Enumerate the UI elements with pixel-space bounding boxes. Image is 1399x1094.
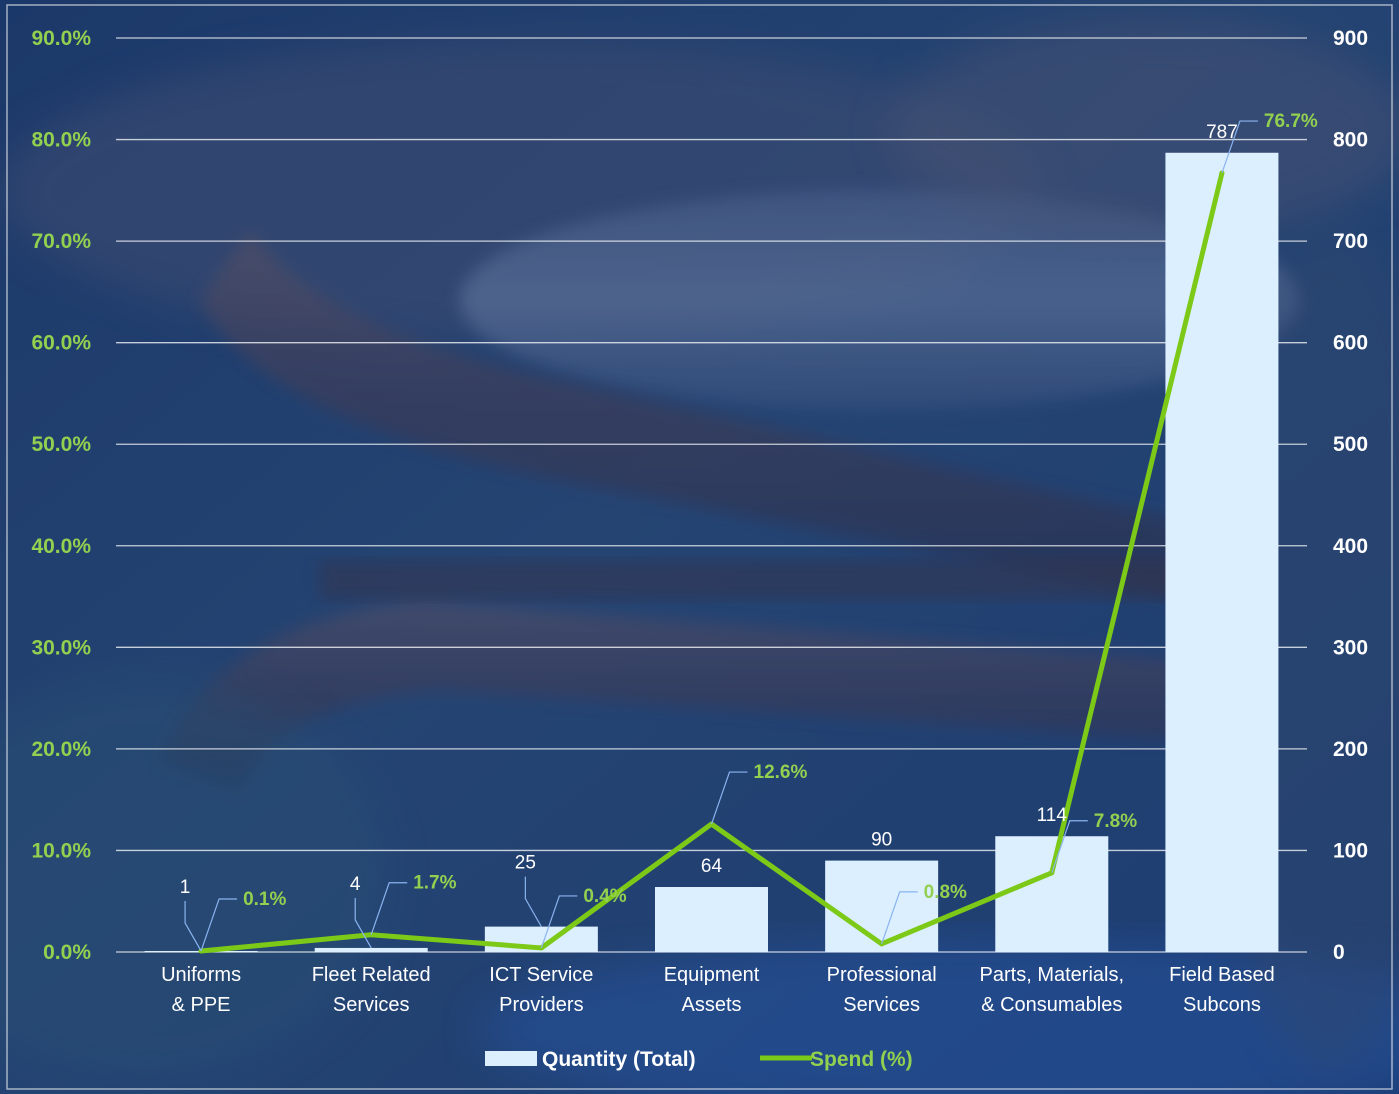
bar: [825, 860, 939, 952]
category-label: Providers: [499, 994, 583, 1016]
left-tick-label: 60.0%: [31, 332, 91, 355]
category-label: Subcons: [1183, 994, 1261, 1016]
legend-label-quantity: Quantity (Total): [542, 1048, 696, 1071]
spend-value-label: 12.6%: [754, 762, 808, 783]
bar-series-quantity: [144, 152, 1279, 952]
right-tick-label: 800: [1333, 129, 1368, 152]
right-tick-label: 300: [1333, 636, 1368, 659]
bar-label-leader: [354, 897, 372, 949]
category-label: Field Based: [1169, 964, 1275, 986]
category-label: Equipment: [664, 964, 760, 986]
category-label: Professional: [827, 964, 937, 986]
left-tick-label: 80.0%: [31, 129, 91, 152]
spend-value-label: 0.4%: [583, 886, 626, 907]
category-label: ICT Service: [489, 964, 593, 986]
bar: [1165, 152, 1279, 952]
line-series-spend: [198, 170, 1225, 954]
right-tick-label: 700: [1333, 230, 1368, 253]
spend-line: [198, 170, 1225, 954]
left-tick-label: 0.0%: [43, 941, 91, 964]
line-label-leader: [1221, 120, 1258, 174]
bar-value-label: 4: [350, 874, 361, 895]
category-label: & PPE: [172, 994, 231, 1016]
bar-value-label: 787: [1206, 122, 1238, 143]
bar-value-label: 64: [701, 856, 723, 877]
right-tick-label: 400: [1333, 535, 1368, 558]
category-axis: Uniforms & PPE Fleet Related Services ICT Se…: [161, 964, 1275, 1016]
bar-value-label: 114: [1037, 805, 1068, 826]
right-tick-label: 0: [1333, 941, 1345, 964]
left-tick-label: 70.0%: [31, 230, 91, 253]
spend-value-label: 0.8%: [924, 882, 967, 903]
legend: Quantity (Total) Spend (%): [485, 1048, 913, 1071]
right-tick-label: 200: [1333, 738, 1368, 761]
legend-label-spend: Spend (%): [810, 1048, 913, 1071]
right-axis: 0 100 200 300 400 500 600 700 800 900: [1333, 27, 1368, 964]
spend-value-label: 7.8%: [1094, 811, 1137, 832]
left-tick-label: 90.0%: [31, 27, 91, 50]
chart-frame: [6, 4, 1393, 1090]
left-tick-label: 10.0%: [31, 839, 91, 862]
line-label-leader: [540, 895, 578, 949]
left-tick-label: 20.0%: [31, 738, 91, 761]
category-label: Services: [333, 994, 410, 1016]
bar-label-leader: [524, 876, 542, 927]
bar: [655, 887, 768, 952]
right-tick-label: 600: [1333, 332, 1368, 355]
category-label: Assets: [681, 994, 741, 1016]
bar-value-label: 90: [871, 830, 892, 851]
spend-value-label: 1.7%: [413, 873, 456, 894]
right-tick-label: 100: [1333, 839, 1368, 862]
bar-data-labels: 1 4 25 64 90 114 787: [180, 122, 1238, 952]
bar: [995, 836, 1109, 952]
left-tick-label: 50.0%: [31, 433, 91, 456]
bar-label-leader: [184, 900, 202, 952]
category-label: Services: [843, 994, 920, 1016]
category-label: Uniforms: [161, 964, 241, 986]
spend-value-label: 76.7%: [1264, 111, 1318, 132]
bar-value-label: 1: [180, 877, 191, 898]
line-label-leader: [1051, 820, 1088, 873]
line-label-leader: [370, 882, 408, 935]
bar: [314, 947, 428, 952]
line-data-labels: 0.1% 1.7% 0.4% 12.6% 0.8% 7.8% 76.7%: [200, 111, 1318, 952]
left-axis: 0.0% 10.0% 20.0% 30.0% 40.0% 50.0% 60.0% 70.0% 8…: [31, 27, 91, 964]
right-tick-label: 500: [1333, 433, 1368, 456]
left-tick-label: 40.0%: [31, 535, 91, 558]
spend-value-label: 0.1%: [243, 889, 286, 910]
line-label-leader: [881, 891, 918, 945]
left-tick-label: 30.0%: [31, 636, 91, 659]
bar-value-label: 25: [515, 853, 536, 874]
gridlines: [116, 37, 1307, 953]
right-tick-label: 900: [1333, 27, 1368, 50]
line-label-leader: [710, 771, 748, 825]
legend-swatch-bar: [485, 1051, 537, 1066]
category-label: & Consumables: [981, 994, 1122, 1016]
line-label-leader: [200, 898, 238, 952]
category-label: Fleet Related: [312, 964, 431, 986]
category-label: Parts, Materials,: [980, 964, 1124, 986]
